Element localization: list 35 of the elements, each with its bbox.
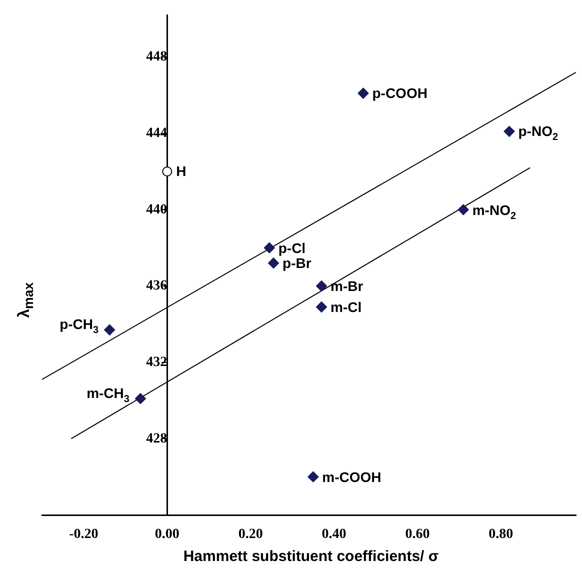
annotation: p-Cl: [278, 238, 306, 257]
annotation: m-Br: [330, 276, 364, 295]
point: [504, 126, 515, 137]
y-tick-label: 436: [146, 278, 168, 294]
y-tick-label: 448: [146, 50, 168, 65]
point: [264, 242, 275, 254]
annotation: m-CH$_{3}$: [86, 384, 130, 405]
annotation: p-CH$_{3}$: [60, 314, 99, 336]
point: [162, 166, 172, 176]
annotation: p-NO$_{2}$: [518, 122, 558, 144]
point: [458, 204, 469, 216]
point: [104, 324, 116, 336]
x-tick-label: 0.60: [405, 527, 430, 542]
point: [316, 280, 328, 292]
y-tick-label: 440: [146, 202, 168, 218]
x-tick-label: -0.20: [69, 527, 98, 542]
y-tick-label: 432: [146, 354, 168, 370]
x-axis-title: Hammett substituent coefficients/ σ: [182, 548, 440, 565]
annotation: p-Br: [282, 255, 312, 272]
point: [316, 301, 328, 312]
point: [268, 258, 280, 269]
x-tick-label: 0.20: [238, 527, 263, 542]
y-tick-label: 428: [146, 431, 168, 446]
point: [308, 471, 319, 482]
point: [134, 393, 146, 404]
annotation: m-Cl: [330, 298, 362, 316]
x-tick-label: 0.40: [322, 527, 346, 542]
y-tick-label: 444: [146, 126, 168, 141]
x-tick-label: 0.80: [488, 527, 514, 542]
x-tick-label: 0.00: [154, 527, 180, 542]
annotation: m-COOH: [322, 468, 382, 486]
annotation: m-NO$_{2}$: [472, 200, 516, 222]
point: [358, 88, 369, 99]
annotation: H: [176, 162, 186, 180]
annotation: p-COOH: [372, 84, 428, 102]
